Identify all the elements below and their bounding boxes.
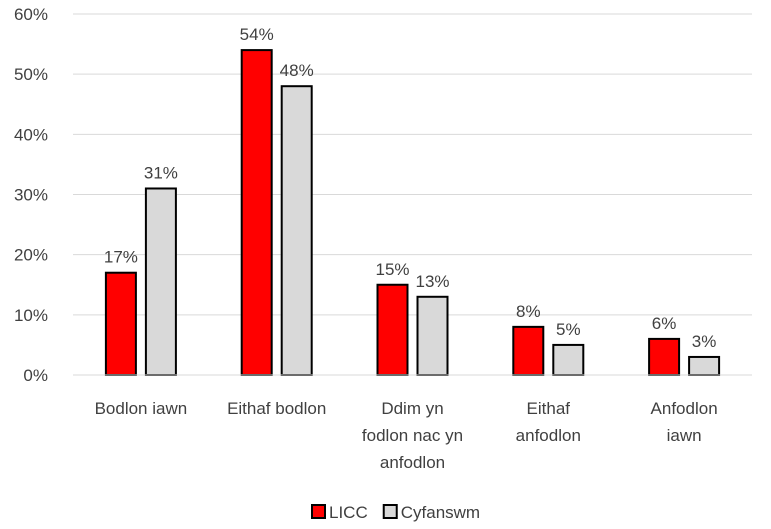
bar-licc-4 xyxy=(648,337,681,376)
y-tick-label: 0% xyxy=(23,366,48,385)
x-tick-label: Eithaf bodlon xyxy=(227,399,326,418)
bar-cyfanswm-4 xyxy=(688,355,721,377)
bar-cyfanswm-2 xyxy=(416,295,449,376)
legend-swatch-licc xyxy=(311,504,326,519)
data-label: 17% xyxy=(104,248,138,267)
x-tick-label: Ddim yn fodlon nac yn anfodlon xyxy=(362,399,463,472)
y-tick-label: 60% xyxy=(14,5,48,24)
legend-label-licc: LICC xyxy=(329,503,368,522)
data-label: 8% xyxy=(516,302,541,321)
bar-licc-0 xyxy=(104,271,137,377)
bars xyxy=(104,49,721,377)
x-tick-label: Anfodlon iawn xyxy=(651,399,718,445)
data-label: 13% xyxy=(415,272,449,291)
bar-licc-1 xyxy=(240,49,273,376)
y-axis: 0% 10% 20% 30% 40% 50% 60% xyxy=(14,5,48,385)
bar-licc-3 xyxy=(512,325,545,377)
legend-label-cyfanswm: Cyfanswm xyxy=(401,503,480,522)
x-tick-label: Eithaf anfodlon xyxy=(516,399,581,445)
data-label: 54% xyxy=(240,25,274,44)
y-tick-label: 20% xyxy=(14,246,48,265)
x-axis: Bodlon iawn Eithaf bodlon Ddim yn fodlon na… xyxy=(73,374,752,472)
y-tick-label: 10% xyxy=(14,306,48,325)
data-label: 5% xyxy=(556,320,581,339)
data-label: 48% xyxy=(280,61,314,80)
bar-cyfanswm-0 xyxy=(144,187,177,376)
data-label: 6% xyxy=(652,314,677,333)
data-label: 15% xyxy=(375,260,409,279)
gridlines xyxy=(73,13,752,376)
data-label: 31% xyxy=(144,163,178,182)
data-labels: 17% 54% 15% 8% 6% 31% 48% 13% 5% 3% xyxy=(104,25,717,351)
y-tick-label: 50% xyxy=(14,65,48,84)
x-tick-label: Bodlon iawn xyxy=(95,399,188,418)
bar-cyfanswm-1 xyxy=(280,85,313,376)
bar-licc-2 xyxy=(376,283,409,376)
legend: LICC Cyfanswm xyxy=(311,503,480,522)
data-label: 3% xyxy=(692,332,717,351)
legend-swatch-cyfanswm xyxy=(382,504,398,519)
y-tick-label: 30% xyxy=(14,186,48,205)
y-tick-label: 40% xyxy=(14,125,48,144)
bar-cyfanswm-3 xyxy=(552,343,585,376)
